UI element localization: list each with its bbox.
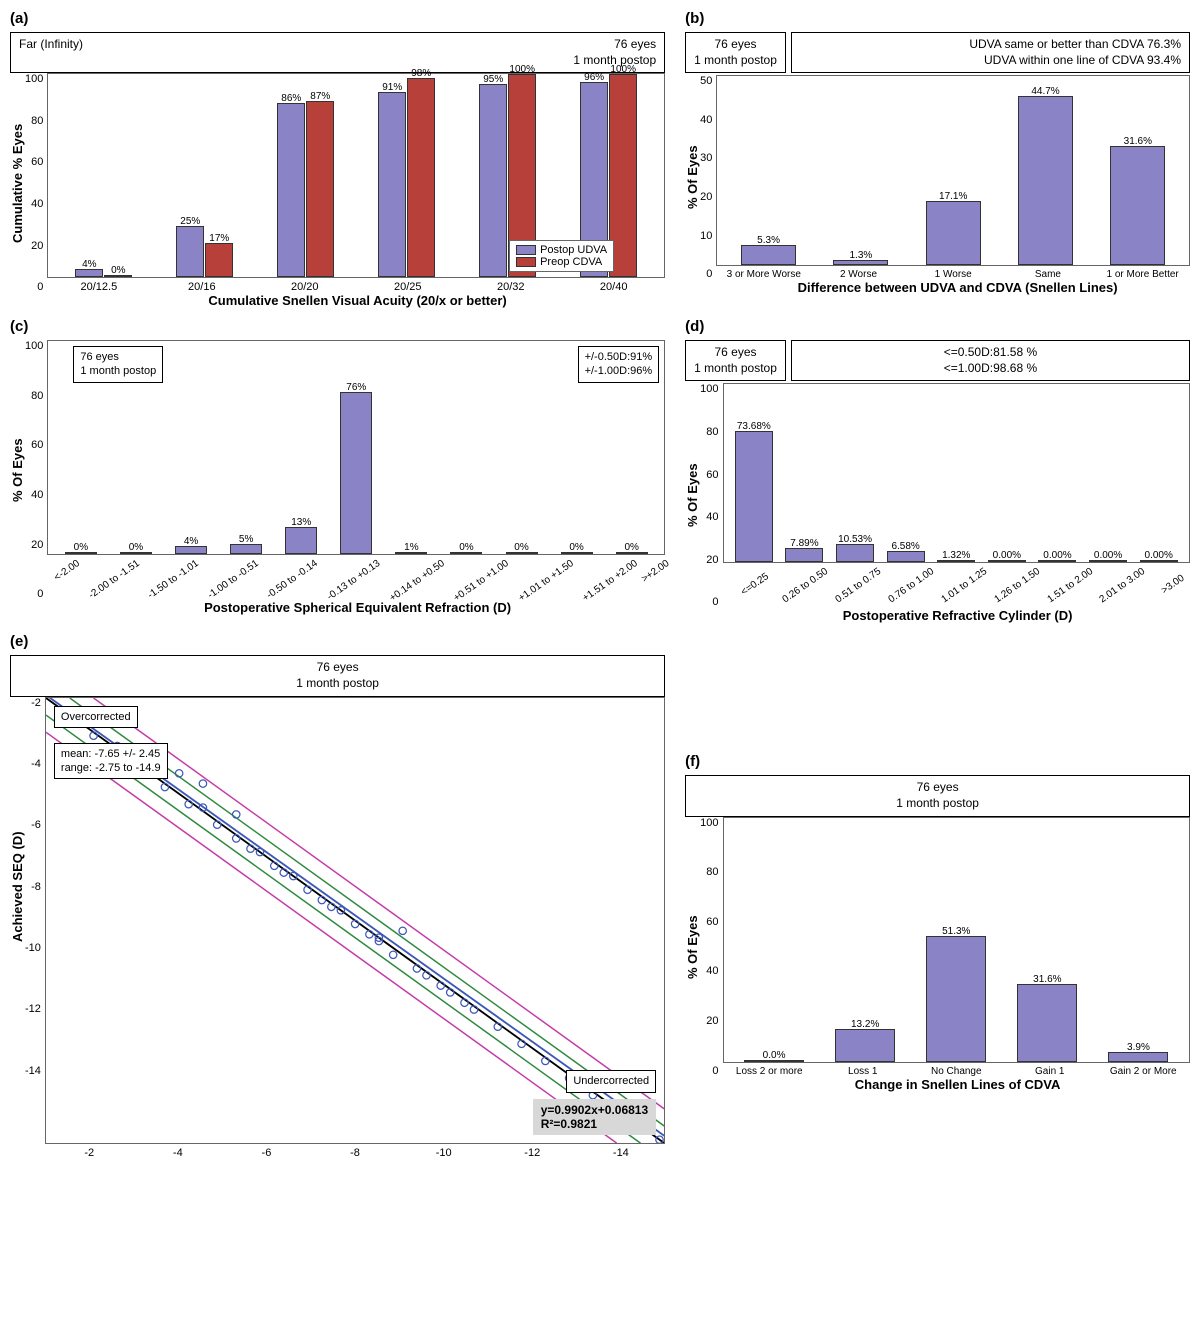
panel-d: (d) 76 eyes 1 month postop <=0.50D:81.58… bbox=[685, 318, 1190, 623]
panel-e: (e) 76 eyes 1 month postop Achieved SEQ … bbox=[10, 633, 665, 1091]
panel-b-title: 76 eyes 1 month postop UDVA same or bett… bbox=[685, 32, 1190, 73]
panel-a-yticks: 020406080100 bbox=[25, 73, 47, 293]
panel-b-xlabel: Difference between UDVA and CDVA (Snelle… bbox=[725, 280, 1190, 295]
panel-e-plot: Overcorrected mean: -7.65 +/- 2.45 range… bbox=[45, 697, 665, 1144]
panel-a: (a) Far (Infinity) 76 eyes 1 month posto… bbox=[10, 10, 665, 308]
panel-d-plot: 73.68%7.89%10.53%6.58%1.32%0.00%0.00%0.0… bbox=[723, 383, 1190, 563]
panel-c-plot: 76 eyes 1 month postop +/-0.50D:91% +/-1… bbox=[47, 340, 665, 555]
panel-b-ylabel: % Of Eyes bbox=[685, 75, 700, 280]
panel-a-xticks: 20/12.520/1620/2020/2520/3220/40 bbox=[47, 278, 665, 293]
panel-a-plot: 4%0%25%17%86%87%91%98%95%100%96%100% Pos… bbox=[47, 73, 665, 278]
panel-a-label: (a) bbox=[10, 10, 665, 27]
panel-b-label: (b) bbox=[685, 10, 1190, 27]
panel-f-plot: 0.0%13.2%51.3%31.6%3.9% bbox=[723, 817, 1190, 1063]
panel-f: (f) 76 eyes 1 month postop % Of Eyes 020… bbox=[685, 753, 1190, 1091]
panel-a-xlabel: Cumulative Snellen Visual Acuity (20/x o… bbox=[50, 293, 665, 308]
figure-grid: (a) Far (Infinity) 76 eyes 1 month posto… bbox=[10, 10, 1190, 1092]
panel-b-plot: 5.3%1.3%17.1%44.7%31.6% bbox=[716, 75, 1190, 266]
panel-a-legend: Postop UDVA Preop CDVA bbox=[509, 240, 614, 272]
panel-b: (b) 76 eyes 1 month postop UDVA same or … bbox=[685, 10, 1190, 308]
panel-a-title: Far (Infinity) 76 eyes 1 month postop bbox=[10, 32, 665, 73]
panel-a-ylabel: Cumulative % Eyes bbox=[10, 73, 25, 293]
panel-c: (c) % Of Eyes 020406080100 76 eyes 1 mon… bbox=[10, 318, 665, 623]
